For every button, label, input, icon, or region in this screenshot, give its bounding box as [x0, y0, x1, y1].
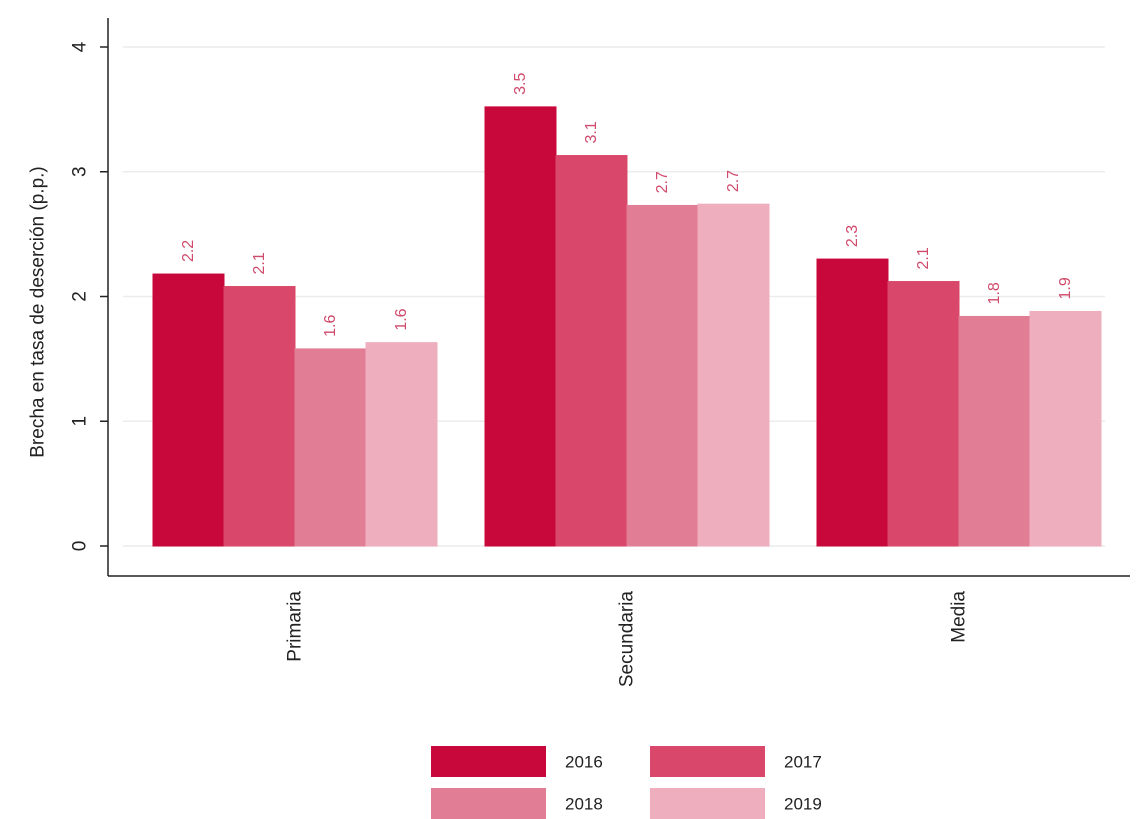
bar: [1029, 310, 1102, 547]
x-tick-label: Secundaria: [617, 591, 638, 688]
data-label: 3.1: [583, 121, 600, 143]
data-label: 1.8: [986, 282, 1003, 304]
legend-label: 2017: [784, 753, 822, 772]
bar: [816, 258, 889, 547]
data-label: 2.2: [180, 240, 197, 262]
legend-swatch: [650, 746, 765, 777]
bar: [887, 281, 960, 547]
data-label: 1.6: [322, 315, 339, 337]
bar: [626, 204, 699, 547]
bar: [294, 348, 367, 547]
bar: [365, 342, 438, 547]
legend: 2016 2017 2018 2019: [431, 746, 822, 819]
legend-swatch: [431, 746, 546, 777]
data-label: 2.7: [725, 170, 742, 192]
data-label: 2.1: [251, 252, 268, 274]
y-axis-title: Brecha en tasa de deserción (p.p.): [28, 166, 49, 458]
data-label: 2.7: [654, 171, 671, 193]
bar: [555, 155, 628, 547]
bar: [223, 286, 296, 547]
bar: [152, 273, 225, 547]
data-label: 2.1: [915, 247, 932, 269]
axes: 0 1 2 3 4 Brecha en tasa de deserción (p.p.) P…: [28, 18, 1130, 688]
data-labels: 2.2 2.1 1.6 1.6 3.5 3.1 2.7 2.7 2.3 2.1 1.8 1.9: [180, 73, 1074, 337]
y-tick-label: 0: [70, 541, 91, 552]
bars: [152, 106, 1102, 547]
legend-label: 2018: [565, 795, 603, 814]
data-label: 2.3: [844, 225, 861, 247]
bar: [484, 106, 557, 547]
data-label: 1.6: [393, 308, 410, 330]
data-label: 1.9: [1057, 277, 1074, 299]
y-tick-label: 3: [70, 166, 91, 177]
x-tick-label: Primaria: [285, 591, 306, 662]
y-tick-label: 2: [70, 291, 91, 302]
legend-label: 2016: [565, 753, 603, 772]
y-tick-label: 1: [70, 416, 91, 427]
y-tick-label: 4: [70, 41, 91, 52]
data-label: 3.5: [512, 73, 529, 95]
legend-swatch: [650, 788, 765, 819]
bar: [958, 315, 1031, 547]
legend-swatch: [431, 788, 546, 819]
legend-label: 2019: [784, 795, 822, 814]
bar: [697, 203, 770, 547]
x-tick-label: Media: [949, 591, 970, 643]
